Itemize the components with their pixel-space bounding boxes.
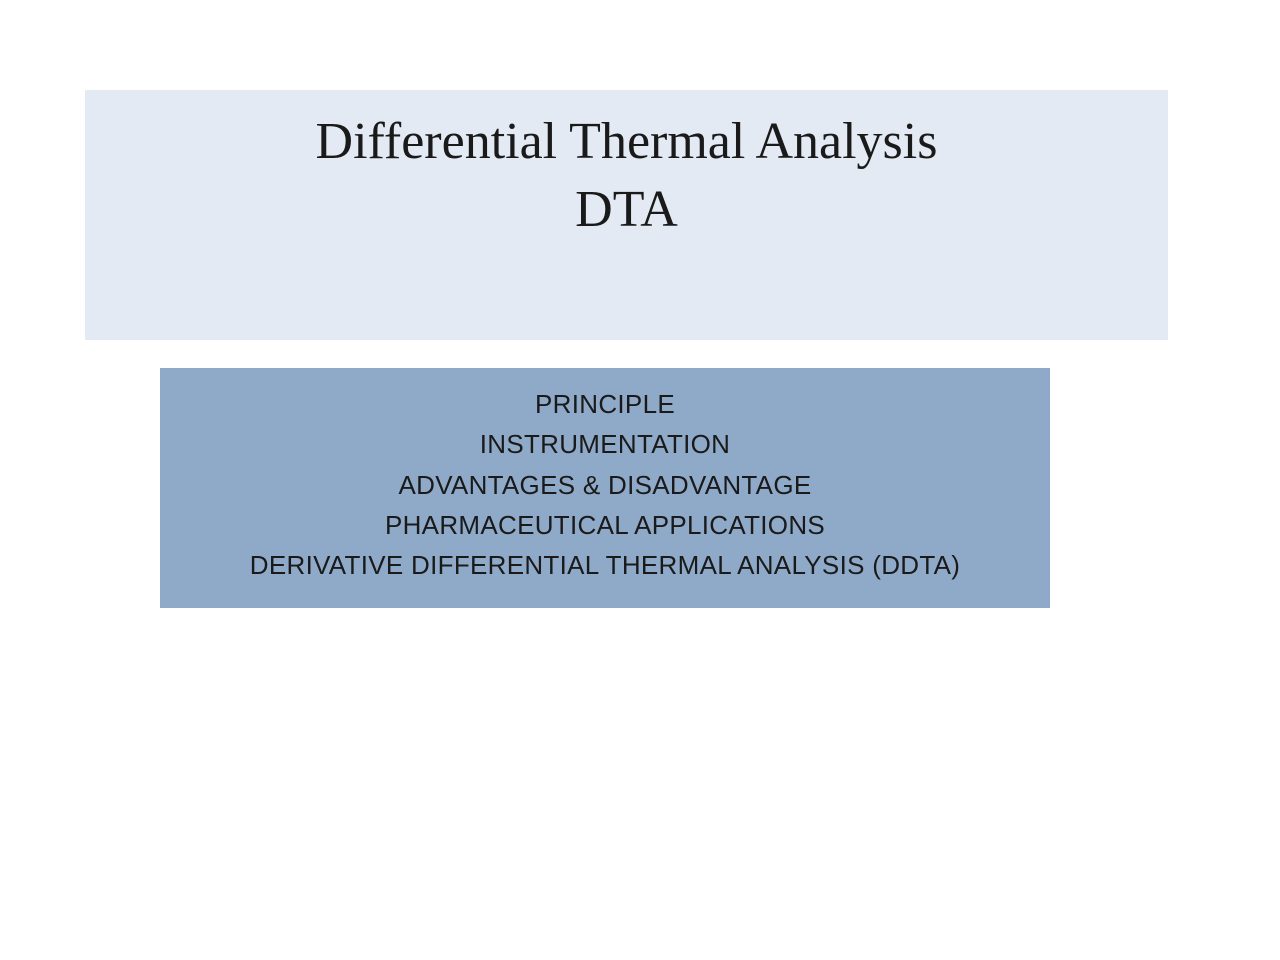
title-box: Differential Thermal Analysis DTA	[85, 90, 1168, 340]
content-box: PRINCIPLE INSTRUMENTATION ADVANTAGES & D…	[160, 368, 1050, 608]
title-line-1: Differential Thermal Analysis	[316, 108, 938, 176]
title-line-2: DTA	[575, 176, 678, 244]
content-item-3: PHARMACEUTICAL APPLICATIONS	[385, 505, 825, 545]
content-item-0: PRINCIPLE	[535, 384, 675, 424]
content-item-1: INSTRUMENTATION	[480, 424, 731, 464]
content-item-2: ADVANTAGES & DISADVANTAGE	[399, 465, 812, 505]
content-item-4: DERIVATIVE DIFFERENTIAL THERMAL ANALYSIS…	[250, 545, 960, 585]
